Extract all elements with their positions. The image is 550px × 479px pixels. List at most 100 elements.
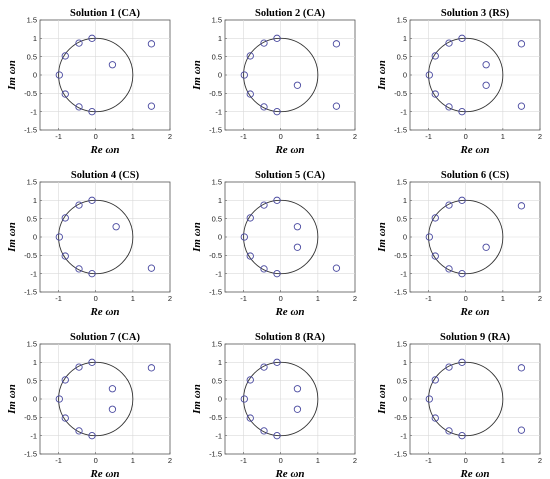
data-point <box>108 385 117 393</box>
y-tick-label: 1.5 <box>27 16 37 25</box>
x-tick-label: 2 <box>168 294 172 303</box>
data-point <box>75 427 83 435</box>
y-tick-label: 1.5 <box>27 340 37 349</box>
data-point <box>55 395 63 403</box>
x-axis-label: Re ωn <box>89 144 119 156</box>
y-tick-label: 0.5 <box>397 52 407 61</box>
data-point <box>517 40 526 48</box>
data-point <box>75 201 83 209</box>
data-point <box>88 270 96 278</box>
x-tick-label: 1 <box>316 132 320 141</box>
data-point <box>445 427 453 435</box>
data-point <box>425 71 433 79</box>
y-tick-label: 0 <box>403 71 407 80</box>
y-tick-label: 0 <box>33 71 37 80</box>
y-tick-label: 1 <box>403 358 407 367</box>
data-point <box>482 61 490 69</box>
y-tick-label: -0.5 <box>394 251 407 260</box>
x-axis-label: Re ωn <box>274 468 304 479</box>
data-point <box>75 39 83 47</box>
data-point <box>260 103 268 111</box>
x-tick-label: -1 <box>55 294 62 303</box>
x-tick-label: -1 <box>55 456 62 465</box>
y-axis-label: Im ωn <box>6 222 18 253</box>
x-tick-label: 2 <box>538 132 542 141</box>
data-point <box>273 196 281 204</box>
data-point <box>458 196 466 204</box>
data-point <box>75 103 83 111</box>
y-tick-label: -1.5 <box>209 288 222 297</box>
data-point <box>445 265 453 273</box>
x-tick-label: 2 <box>353 294 357 303</box>
unit-circle <box>428 361 504 437</box>
y-tick-label: -1.5 <box>209 126 222 135</box>
y-tick-label: -1.5 <box>394 288 407 297</box>
data-point <box>260 265 268 273</box>
y-tick-label: -0.5 <box>209 89 222 98</box>
chart-title: Solution 2 (CA) <box>255 8 326 19</box>
y-tick-label: 0 <box>33 233 37 242</box>
y-tick-label: 1 <box>403 34 407 43</box>
data-point <box>260 363 268 371</box>
data-point <box>240 395 248 403</box>
x-tick-label: 1 <box>316 294 320 303</box>
data-point <box>332 102 341 110</box>
y-tick-label: 1.5 <box>212 16 222 25</box>
y-tick-label: -1.5 <box>394 450 407 459</box>
data-point <box>273 432 281 440</box>
y-tick-label: -1 <box>30 269 37 278</box>
y-tick-label: -1 <box>400 269 407 278</box>
y-tick-label: 0 <box>218 233 222 242</box>
y-tick-label: 1 <box>33 34 37 43</box>
y-tick-label: -1 <box>30 107 37 116</box>
data-point <box>246 414 254 422</box>
y-tick-label: 1.5 <box>27 178 37 187</box>
data-point <box>458 270 466 278</box>
data-point <box>240 233 248 241</box>
y-tick-label: 0.5 <box>397 214 407 223</box>
y-tick-label: 0.5 <box>27 214 37 223</box>
y-tick-label: 0 <box>218 71 222 80</box>
x-tick-label: 2 <box>353 132 357 141</box>
chart-title: Solution 1 (CA) <box>70 8 141 19</box>
x-axis-label: Re ωn <box>274 144 304 156</box>
x-tick-label: 0 <box>464 294 468 303</box>
y-tick-label: 0.5 <box>212 376 222 385</box>
data-point <box>108 61 117 69</box>
y-tick-label: -1 <box>215 107 222 116</box>
y-tick-label: 0.5 <box>397 376 407 385</box>
y-axis-label: Im ωn <box>376 222 388 253</box>
data-point <box>108 405 117 413</box>
y-tick-label: -0.5 <box>24 89 37 98</box>
data-point <box>61 376 69 384</box>
chart-panel-8: -1 0 1 2 -1.5 -1 -0.5 0 0.5 1 1.5 Solution 8 (RA) Re… <box>191 332 357 479</box>
x-tick-label: 2 <box>538 456 542 465</box>
x-tick-label: -1 <box>425 456 432 465</box>
y-tick-label: 1 <box>403 196 407 205</box>
data-point <box>61 52 69 60</box>
chart-panel-1: -1 0 1 2 -1.5 -1 -0.5 0 0.5 1 1.5 Solution 1 (CA) Re… <box>6 8 172 156</box>
y-tick-label: 1 <box>33 358 37 367</box>
x-tick-label: -1 <box>425 132 432 141</box>
y-tick-label: 1.5 <box>212 340 222 349</box>
chart-title: Solution 8 (RA) <box>255 332 326 343</box>
data-point <box>147 40 156 48</box>
chart-panel-4: -1 0 1 2 -1.5 -1 -0.5 0 0.5 1 1.5 Solution 4 (CS) Re… <box>6 170 172 318</box>
x-tick-label: 0 <box>464 456 468 465</box>
data-point <box>88 34 96 42</box>
y-axis-label: Im ωn <box>6 384 18 415</box>
y-tick-label: -1 <box>215 431 222 440</box>
y-tick-label: 0.5 <box>27 52 37 61</box>
data-point <box>517 102 526 110</box>
data-point <box>61 252 69 260</box>
chart-title: Solution 5 (CA) <box>255 170 326 181</box>
y-tick-label: -1 <box>400 107 407 116</box>
y-axis-label: Im ωn <box>376 384 388 415</box>
data-point <box>425 395 433 403</box>
x-tick-label: 1 <box>501 294 505 303</box>
data-point <box>458 108 466 116</box>
data-point <box>293 81 302 89</box>
y-tick-label: -1.5 <box>24 288 37 297</box>
data-point <box>240 71 248 79</box>
